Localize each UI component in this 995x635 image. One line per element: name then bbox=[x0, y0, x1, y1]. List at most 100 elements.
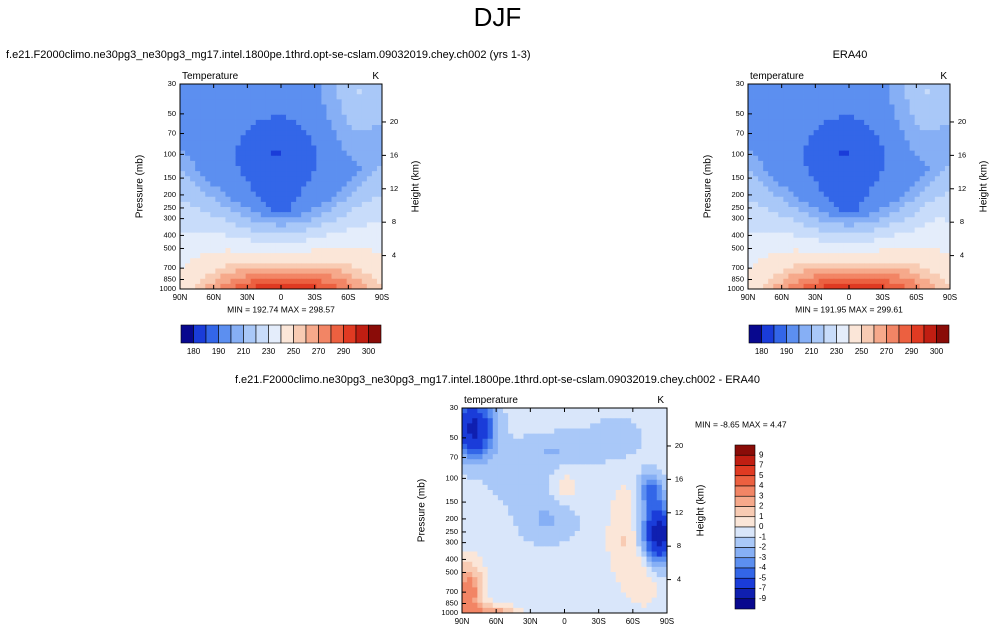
obs-cell bbox=[849, 104, 855, 111]
diff-cell bbox=[651, 536, 658, 542]
obs-cell bbox=[849, 222, 855, 228]
diff-cell bbox=[503, 469, 509, 476]
diff-cell bbox=[492, 433, 499, 440]
obs-cell bbox=[758, 94, 764, 100]
diff-cell bbox=[631, 490, 637, 496]
diff-cell bbox=[564, 520, 571, 527]
diff-cell bbox=[487, 449, 494, 455]
obs-cell bbox=[914, 135, 921, 141]
diff-cell bbox=[585, 469, 591, 476]
obs-cell bbox=[778, 258, 784, 264]
diff-cell bbox=[651, 423, 658, 429]
obs-cell bbox=[773, 273, 779, 280]
obs-cell bbox=[874, 140, 880, 146]
model-cell bbox=[361, 207, 368, 213]
diff-cell bbox=[615, 525, 622, 532]
obs-cell bbox=[763, 89, 769, 95]
obs-cell bbox=[914, 191, 921, 198]
obs-cell bbox=[849, 268, 855, 275]
model-cell bbox=[311, 94, 317, 100]
model-cell bbox=[235, 273, 241, 280]
obs-cell bbox=[934, 212, 941, 218]
diff-cell bbox=[467, 433, 473, 440]
model-cell bbox=[311, 232, 317, 239]
diff-cell bbox=[492, 592, 499, 599]
model-cell bbox=[321, 217, 327, 223]
diff-cell bbox=[569, 438, 576, 445]
diff-cell bbox=[564, 607, 571, 614]
model-cell bbox=[235, 263, 241, 269]
model-cell bbox=[230, 176, 236, 182]
obs-cell bbox=[929, 242, 936, 249]
obs-cell bbox=[874, 109, 880, 116]
obs-cell bbox=[924, 94, 931, 100]
obs-cell bbox=[813, 232, 820, 239]
model-cell bbox=[180, 99, 186, 105]
obs-cell bbox=[889, 222, 895, 228]
model-cell bbox=[326, 253, 332, 259]
diff-cell bbox=[579, 443, 586, 450]
model-cell bbox=[185, 222, 191, 228]
obs-cell bbox=[929, 181, 936, 187]
obs-cell bbox=[884, 135, 890, 141]
obs-cell bbox=[833, 201, 840, 208]
model-cell bbox=[185, 89, 191, 95]
diff-cell bbox=[564, 408, 571, 414]
diff-cell bbox=[497, 469, 504, 476]
model-cell bbox=[376, 140, 383, 146]
diff-cell bbox=[600, 474, 606, 481]
model-cell bbox=[361, 201, 368, 208]
model-cell bbox=[195, 130, 201, 136]
diff-cell bbox=[631, 413, 637, 419]
diff-cell bbox=[538, 546, 545, 552]
obs-cell bbox=[838, 237, 845, 244]
obs-cell bbox=[889, 171, 895, 177]
model-cell bbox=[235, 258, 241, 264]
obs-cell bbox=[803, 227, 809, 234]
diff-cell bbox=[462, 566, 468, 573]
model-cell bbox=[366, 140, 373, 146]
diff-cell bbox=[472, 556, 478, 563]
obs-cell bbox=[914, 150, 921, 157]
diff-cell bbox=[631, 454, 637, 460]
model-cell bbox=[336, 155, 342, 162]
obs-cell bbox=[798, 125, 804, 131]
diff-cell bbox=[533, 525, 540, 532]
diff-cell bbox=[538, 520, 545, 527]
obs-cell bbox=[914, 237, 921, 244]
model-cell bbox=[371, 248, 378, 254]
model-cell bbox=[351, 242, 358, 249]
diff-cell bbox=[513, 551, 519, 558]
model-cell bbox=[270, 104, 277, 111]
obs-cell bbox=[788, 237, 794, 244]
model-cell bbox=[356, 89, 363, 95]
obs-cell bbox=[768, 232, 774, 239]
diff-cell bbox=[641, 505, 647, 511]
obs-cell bbox=[838, 171, 845, 177]
model-cell bbox=[220, 94, 226, 100]
obs-cell bbox=[813, 253, 820, 259]
model-cell bbox=[205, 217, 211, 223]
obs-cell bbox=[798, 109, 804, 116]
model-cell bbox=[265, 176, 272, 182]
obs-cell bbox=[904, 140, 910, 146]
obs-cell bbox=[939, 278, 946, 285]
diff-cell bbox=[533, 607, 540, 614]
obs-cell bbox=[929, 227, 936, 234]
diff-cell bbox=[610, 510, 617, 517]
obs-cell bbox=[813, 273, 820, 280]
obs-cell bbox=[748, 186, 754, 193]
obs-cell bbox=[934, 248, 941, 254]
obs-cell bbox=[884, 160, 890, 167]
obs-cell bbox=[934, 119, 941, 126]
model-cell bbox=[311, 171, 317, 177]
diff-cell bbox=[467, 500, 473, 506]
obs-cell bbox=[879, 217, 885, 223]
diff-cell bbox=[487, 413, 494, 419]
diff-cell bbox=[467, 408, 473, 414]
obs-cell bbox=[823, 237, 830, 244]
diff-cell bbox=[574, 449, 581, 455]
model-cell bbox=[311, 248, 317, 254]
diff-cell bbox=[661, 433, 668, 440]
diff-cell bbox=[513, 541, 519, 547]
